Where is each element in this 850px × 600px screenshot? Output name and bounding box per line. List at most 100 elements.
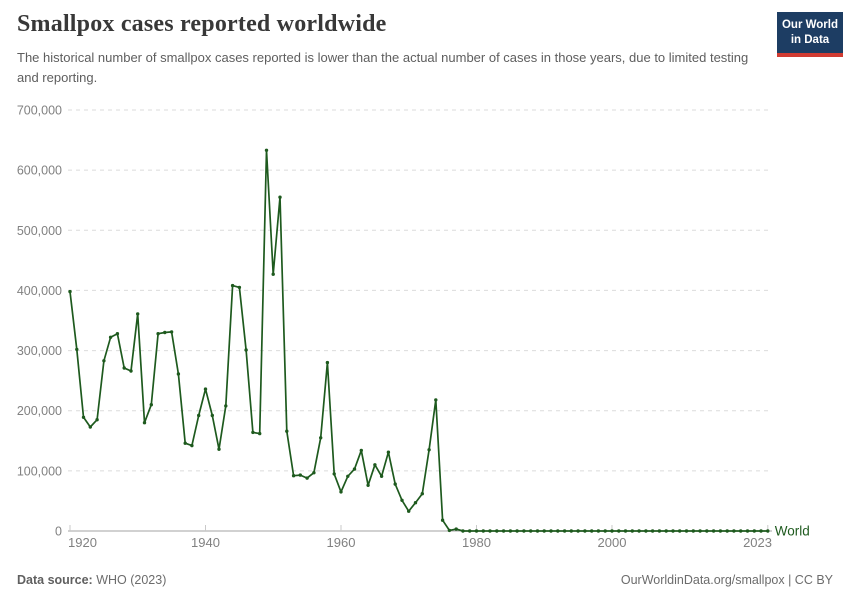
data-point[interactable] xyxy=(163,330,167,335)
data-point[interactable] xyxy=(115,332,120,336)
data-point[interactable] xyxy=(136,312,140,316)
data-point[interactable] xyxy=(339,490,343,494)
data-point[interactable] xyxy=(81,415,86,419)
data-point[interactable] xyxy=(440,518,445,522)
data-point[interactable] xyxy=(224,404,228,408)
data-point[interactable] xyxy=(95,418,99,422)
data-point[interactable] xyxy=(725,529,729,533)
data-point[interactable] xyxy=(325,360,330,365)
data-point[interactable] xyxy=(454,527,458,531)
data-point[interactable] xyxy=(359,448,363,453)
data-point[interactable] xyxy=(129,369,133,373)
data-point[interactable] xyxy=(305,476,309,480)
data-point[interactable] xyxy=(285,429,289,433)
data-point[interactable] xyxy=(664,529,668,533)
data-point[interactable] xyxy=(210,413,214,418)
data-point[interactable] xyxy=(447,528,452,533)
data-point[interactable] xyxy=(705,529,709,533)
data-point[interactable] xyxy=(203,387,208,391)
data-point[interactable] xyxy=(691,529,695,533)
data-point[interactable] xyxy=(373,463,377,467)
data-point[interactable] xyxy=(420,492,424,496)
data-point[interactable] xyxy=(698,529,702,533)
data-point[interactable] xyxy=(278,195,282,199)
data-point[interactable] xyxy=(352,467,357,471)
data-point[interactable] xyxy=(650,529,655,533)
data-point[interactable] xyxy=(752,529,756,533)
data-point[interactable] xyxy=(678,529,682,533)
data-point[interactable] xyxy=(190,443,194,448)
data-point[interactable] xyxy=(522,529,526,533)
series-entity-label[interactable]: World xyxy=(775,524,810,539)
data-point[interactable] xyxy=(481,529,485,533)
data-point[interactable] xyxy=(393,482,397,486)
data-point[interactable] xyxy=(291,474,296,478)
data-point[interactable] xyxy=(488,529,492,533)
data-point[interactable] xyxy=(617,529,621,533)
data-point[interactable] xyxy=(434,398,438,402)
data-point[interactable] xyxy=(251,430,255,435)
data-point[interactable] xyxy=(258,431,262,436)
data-point[interactable] xyxy=(400,498,404,502)
data-point[interactable] xyxy=(508,529,513,533)
data-point[interactable] xyxy=(461,529,465,533)
data-point[interactable] xyxy=(745,529,750,533)
data-point[interactable] xyxy=(684,529,689,533)
data-point[interactable] xyxy=(671,529,675,533)
data-point[interactable] xyxy=(230,283,235,288)
owid-logo[interactable]: Our World in Data xyxy=(777,12,843,57)
data-point[interactable] xyxy=(169,330,174,334)
data-point[interactable] xyxy=(237,285,242,290)
data-point[interactable] xyxy=(68,289,72,294)
data-point[interactable] xyxy=(590,529,594,533)
data-point[interactable] xyxy=(603,529,607,533)
data-point[interactable] xyxy=(183,441,187,445)
data-point[interactable] xyxy=(197,413,201,418)
data-point[interactable] xyxy=(501,529,506,533)
data-point[interactable] xyxy=(529,529,533,533)
data-point[interactable] xyxy=(718,529,723,533)
data-point[interactable] xyxy=(217,447,221,451)
data-point[interactable] xyxy=(623,529,628,533)
data-point[interactable] xyxy=(413,501,418,505)
data-point[interactable] xyxy=(644,529,648,533)
series-line-world[interactable] xyxy=(69,149,769,532)
data-point[interactable] xyxy=(386,450,391,454)
data-point[interactable] xyxy=(542,529,546,533)
data-point[interactable] xyxy=(759,529,763,533)
data-point[interactable] xyxy=(535,529,540,533)
data-point[interactable] xyxy=(583,529,587,533)
data-point[interactable] xyxy=(271,272,275,276)
data-point[interactable] xyxy=(576,529,580,533)
data-point[interactable] xyxy=(319,436,323,440)
data-point[interactable] xyxy=(637,529,641,533)
data-point[interactable] xyxy=(346,474,350,478)
data-point[interactable] xyxy=(264,148,269,152)
data-point[interactable] xyxy=(630,529,634,533)
data-point[interactable] xyxy=(468,529,472,533)
data-point[interactable] xyxy=(407,509,411,513)
data-point[interactable] xyxy=(596,529,601,533)
data-point[interactable] xyxy=(88,425,93,429)
data-point[interactable] xyxy=(332,472,336,476)
data-point[interactable] xyxy=(156,332,160,336)
data-point[interactable] xyxy=(562,529,567,533)
data-point[interactable] xyxy=(379,474,384,478)
data-point[interactable] xyxy=(474,529,479,533)
data-point[interactable] xyxy=(102,359,106,363)
data-point[interactable] xyxy=(495,529,499,533)
data-point[interactable] xyxy=(142,421,147,425)
data-point[interactable] xyxy=(427,448,431,452)
data-point[interactable] xyxy=(108,335,113,339)
data-point[interactable] xyxy=(312,471,316,475)
data-point[interactable] xyxy=(610,529,614,533)
data-point[interactable] xyxy=(122,366,126,370)
data-point[interactable] xyxy=(515,529,519,533)
data-point[interactable] xyxy=(569,529,573,533)
data-point[interactable] xyxy=(711,529,716,533)
data-point[interactable] xyxy=(732,529,736,533)
data-point[interactable] xyxy=(298,473,302,477)
data-point[interactable] xyxy=(657,529,662,533)
data-point[interactable] xyxy=(766,529,770,533)
data-point[interactable] xyxy=(244,348,248,352)
